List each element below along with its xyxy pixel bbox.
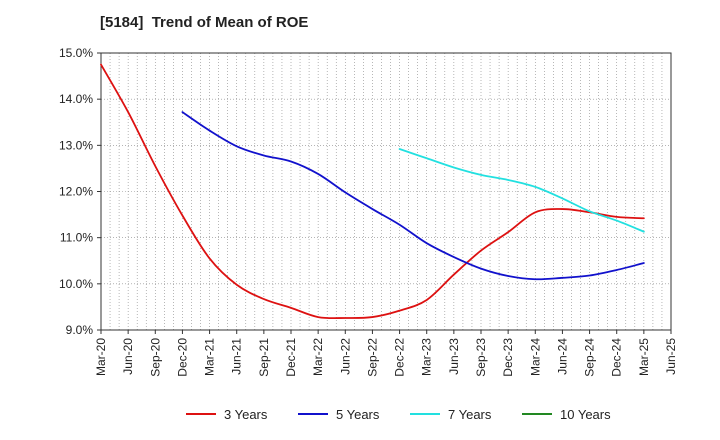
x-tick-label: Mar-23 bbox=[420, 338, 434, 376]
legend-label-5-years: 5 Years bbox=[336, 407, 380, 422]
legend: 3 Years 5 Years 7 Years 10 Years bbox=[186, 407, 611, 422]
y-tick-label: 11.0% bbox=[60, 231, 93, 245]
x-tick-label: Dec-21 bbox=[284, 338, 298, 377]
y-tick-label: 9.0% bbox=[66, 323, 94, 337]
x-tick-label: Sep-20 bbox=[148, 338, 162, 377]
x-tick-label: Sep-23 bbox=[474, 338, 488, 377]
series-line-7-years bbox=[398, 148, 645, 233]
x-tick-label: Mar-20 bbox=[94, 338, 108, 376]
x-tick-label: Mar-22 bbox=[311, 338, 325, 376]
chart-title: [5184] Trend of Mean of ROE bbox=[100, 14, 309, 31]
x-tick-label: Dec-24 bbox=[610, 338, 624, 377]
legend-label-3-years: 3 Years bbox=[224, 407, 268, 422]
x-tick-label: Jun-21 bbox=[230, 338, 244, 375]
x-tick-label: Dec-23 bbox=[501, 338, 515, 377]
y-axis: 9.0% 10.0% 11.0% 12.0% 13.0% 14.0% 15.0% bbox=[59, 46, 101, 337]
x-tick-label: Jun-20 bbox=[121, 338, 135, 375]
y-tick-label: 12.0% bbox=[59, 185, 93, 199]
x-tick-label: Jun-23 bbox=[447, 338, 461, 375]
x-tick-label: Sep-22 bbox=[365, 338, 379, 377]
x-tick-label: Mar-24 bbox=[528, 338, 542, 376]
series-line-5-years bbox=[181, 111, 645, 281]
legend-label-7-years: 7 Years bbox=[448, 407, 492, 422]
x-tick-label: Dec-22 bbox=[393, 338, 407, 377]
x-tick-label: Jun-24 bbox=[555, 338, 569, 375]
x-tick-label: Sep-24 bbox=[583, 338, 597, 377]
x-tick-label: Dec-20 bbox=[175, 338, 189, 377]
series-line-3-years bbox=[100, 63, 645, 320]
x-axis: Mar-20 Jun-20 Sep-20 Dec-20 Mar-21 Jun-21 Sep-… bbox=[94, 330, 678, 377]
x-tick-label: Mar-21 bbox=[203, 338, 217, 376]
y-tick-label: 10.0% bbox=[59, 277, 93, 291]
y-tick-label: 13.0% bbox=[59, 138, 93, 152]
y-tick-label: 15.0% bbox=[59, 46, 93, 60]
x-tick-label: Jun-25 bbox=[664, 338, 678, 375]
x-tick-label: Mar-25 bbox=[637, 338, 651, 376]
x-tick-label: Jun-22 bbox=[338, 338, 352, 375]
y-tick-label: 14.0% bbox=[59, 92, 93, 106]
series-layer bbox=[100, 63, 645, 320]
grid-layer bbox=[101, 53, 671, 330]
x-tick-label: Sep-21 bbox=[257, 338, 271, 377]
legend-label-10-years: 10 Years bbox=[560, 407, 611, 422]
